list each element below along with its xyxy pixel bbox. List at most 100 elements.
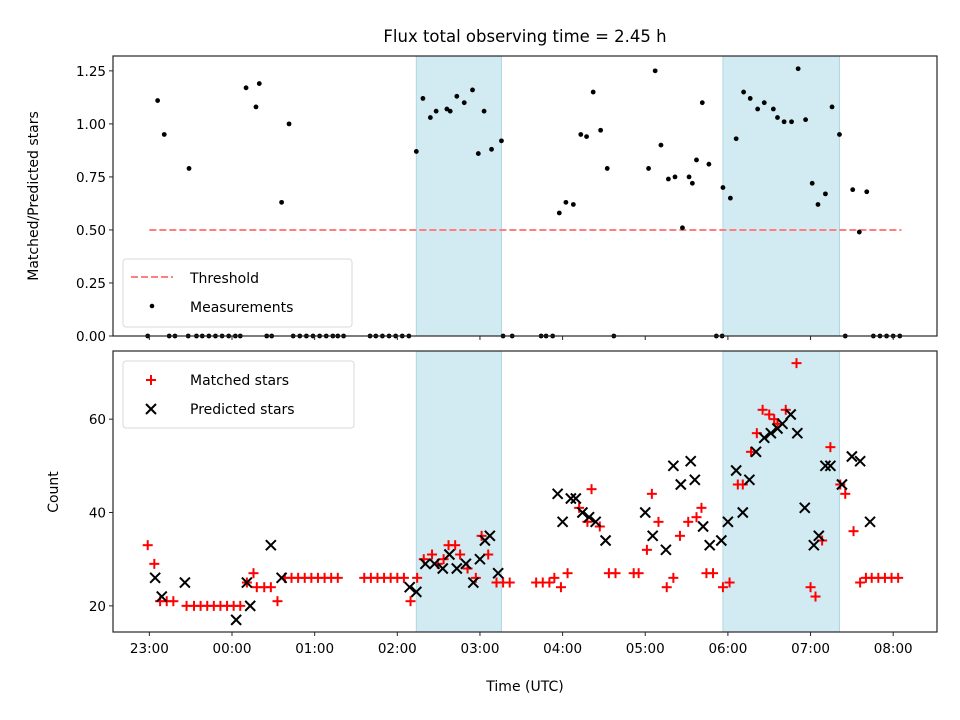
x-tick-label: 23:00 (130, 641, 169, 657)
matched-star-point (646, 488, 657, 499)
matched-legend-swatch (146, 375, 156, 385)
top-x-ticks (148, 336, 894, 340)
chart-title: Flux total observing time = 2.45 h (383, 27, 666, 46)
predicted-star-point (275, 572, 288, 584)
measurements-legend-swatch (149, 303, 155, 309)
predicted-star-point (730, 464, 742, 477)
predicted-star-point (737, 506, 749, 519)
predicted-star-point (410, 586, 423, 598)
x-tick-label: 07:00 (791, 641, 830, 657)
predicted-star-point (697, 520, 709, 533)
x-axis-label: Time (UTC) (485, 679, 563, 695)
predicted-star-point (437, 562, 449, 575)
predicted-legend-swatch (145, 403, 157, 415)
measurement-point (672, 174, 678, 180)
matched-star-point (805, 582, 816, 593)
top-shaded-interval (722, 55, 840, 337)
predicted-star-point (791, 427, 804, 439)
predicted-star-point (244, 600, 256, 612)
predicted-star-point (451, 562, 463, 575)
measurement-point (433, 108, 439, 114)
matched-star-point (438, 554, 449, 565)
matched-star-point (661, 582, 672, 593)
predicted-star-point (460, 558, 472, 570)
measurement-point (489, 146, 494, 152)
measurement-point (850, 187, 856, 193)
measurement-point (761, 100, 767, 106)
predicted-star-point (685, 455, 697, 467)
x-tick-label: 08:00 (874, 641, 913, 657)
measurement-point (823, 191, 828, 197)
measurement-point (590, 89, 596, 95)
measurement-point (795, 66, 801, 72)
matched-star-point (235, 600, 246, 611)
matched-star-point (641, 544, 652, 555)
measurement-point (556, 210, 562, 216)
measurement-point (161, 132, 167, 137)
top-y-tick-label: 0.00 (76, 329, 106, 345)
bottom-shaded-interval (722, 350, 840, 633)
predicted-star-point (824, 460, 837, 472)
matched-star-point (586, 484, 597, 495)
predicted-star-point (846, 450, 858, 463)
matched-star-point (610, 568, 621, 579)
matched-star-point (717, 582, 728, 593)
predicted-star-point (776, 418, 789, 430)
matched-star-point (562, 568, 573, 579)
measurement-point (604, 166, 610, 171)
measurement-point (563, 199, 569, 205)
top-plot: 0.00 0.25 0.50 0.75 1.00 1.25 Flux total obse… (26, 27, 938, 345)
top-plot-frame (112, 55, 938, 337)
matched-star-point (848, 526, 859, 537)
bottom-x-ticks: 23:00 00:00 01:00 02:00 03:00 04:00 05:00 06:00… (130, 632, 913, 657)
matched-star-point (248, 568, 259, 579)
measurement-point (815, 202, 821, 207)
predicted-star-point (722, 516, 734, 528)
bottom-plot: 20 40 60 23:00 00:00 01:00 02:00 03:00 04:00 05:… (46, 350, 938, 695)
measurement-point (727, 195, 733, 201)
predicted-star-point (743, 474, 756, 486)
bottom-shaded-interval (415, 350, 502, 633)
measurement-point (420, 96, 426, 101)
top-y-tick-label: 0.25 (76, 276, 106, 292)
measurement-point (256, 81, 262, 86)
matched-star-point (149, 558, 160, 569)
matched-star-point (412, 572, 423, 583)
top-y-tick-label: 0.75 (76, 170, 106, 186)
measurement-point (755, 106, 761, 112)
measurement-point (789, 119, 794, 125)
bottom-y-tick-label: 20 (89, 599, 106, 615)
matched-star-point (398, 572, 409, 583)
predicted-star-point (660, 544, 672, 556)
matched-star-point (825, 442, 836, 453)
matched-star-point (332, 572, 343, 583)
predicted-star-point (156, 590, 168, 603)
measurement-point (461, 100, 467, 106)
matched-star-point (840, 488, 851, 499)
measurement-point (658, 142, 664, 148)
matched-star-point (450, 540, 461, 551)
matched-star-point (549, 572, 560, 583)
predicted-star-point (765, 427, 777, 439)
measurement-point (665, 176, 671, 182)
predicted-star-point (583, 511, 595, 523)
measurement-point (447, 108, 453, 114)
predicted-star-point (230, 614, 242, 626)
measurement-point (864, 189, 870, 195)
legend-threshold-label: Threshold (189, 271, 259, 287)
measurement-point (856, 229, 862, 235)
matched-star-point (544, 577, 555, 588)
predicted-star-point (808, 539, 820, 551)
measurement-point (584, 134, 589, 140)
measurement-point (570, 202, 576, 207)
matched-star-point (764, 409, 775, 420)
bottom-legend-box (122, 360, 355, 429)
measurement-point (253, 104, 259, 110)
bottom-legend: Matched stars Predicted stars (122, 360, 355, 429)
measurement-point (413, 149, 419, 154)
measurement-point (694, 157, 699, 163)
measurement-point (837, 132, 842, 137)
measurement-point (481, 108, 487, 114)
measurement-point (243, 85, 249, 91)
